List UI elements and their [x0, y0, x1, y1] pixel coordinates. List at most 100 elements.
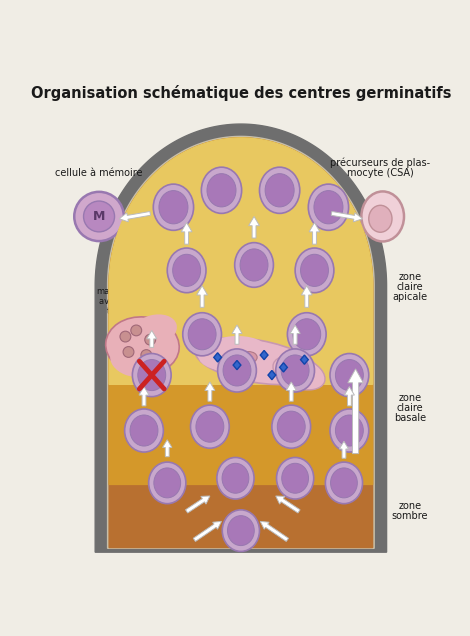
Circle shape: [145, 335, 156, 345]
Ellipse shape: [172, 254, 201, 286]
Ellipse shape: [149, 462, 186, 504]
FancyArrow shape: [197, 286, 208, 307]
Ellipse shape: [154, 468, 180, 498]
Text: dendri-: dendri-: [247, 289, 277, 298]
Polygon shape: [233, 361, 241, 370]
Polygon shape: [108, 136, 374, 548]
Ellipse shape: [201, 167, 242, 214]
Text: centrocytes: centrocytes: [207, 395, 264, 404]
Ellipse shape: [133, 354, 171, 397]
Text: CDF: CDF: [253, 270, 270, 279]
Ellipse shape: [330, 468, 357, 498]
FancyArrow shape: [186, 496, 210, 513]
Text: avec corps: avec corps: [100, 298, 145, 307]
Text: Organisation schématique des centres germinatifs: Organisation schématique des centres ger…: [31, 85, 451, 101]
FancyArrow shape: [163, 439, 172, 457]
FancyArrow shape: [260, 522, 289, 541]
Ellipse shape: [272, 405, 311, 448]
Ellipse shape: [223, 355, 251, 386]
Ellipse shape: [110, 346, 151, 377]
Text: liculaire): liculaire): [243, 307, 280, 317]
Ellipse shape: [183, 313, 221, 356]
Text: cellules B blastiques: cellules B blastiques: [195, 162, 295, 172]
Ellipse shape: [195, 338, 318, 385]
Ellipse shape: [190, 405, 229, 448]
Ellipse shape: [295, 248, 334, 293]
FancyArrow shape: [331, 212, 362, 222]
FancyArrow shape: [348, 369, 363, 453]
FancyArrow shape: [205, 382, 215, 401]
Text: zone: zone: [398, 501, 422, 511]
Ellipse shape: [130, 415, 158, 446]
Text: précurseurs de plas-: précurseurs de plas-: [330, 157, 431, 168]
Text: zone: zone: [398, 393, 422, 403]
Ellipse shape: [131, 314, 177, 347]
FancyArrow shape: [193, 522, 221, 541]
Ellipse shape: [277, 411, 305, 442]
Ellipse shape: [361, 191, 404, 242]
Circle shape: [74, 192, 124, 241]
Ellipse shape: [308, 184, 349, 230]
Text: tique fol-: tique fol-: [243, 298, 281, 307]
Ellipse shape: [227, 516, 254, 546]
Ellipse shape: [153, 184, 194, 230]
Ellipse shape: [196, 411, 224, 442]
Ellipse shape: [198, 336, 268, 371]
Circle shape: [120, 331, 131, 342]
Ellipse shape: [273, 356, 325, 390]
Ellipse shape: [188, 319, 216, 350]
Ellipse shape: [336, 415, 363, 446]
Text: claire: claire: [397, 282, 423, 291]
Text: en prolifération: en prolifération: [201, 459, 276, 469]
Ellipse shape: [167, 248, 206, 293]
Ellipse shape: [265, 174, 294, 207]
Polygon shape: [95, 124, 386, 552]
Ellipse shape: [222, 510, 259, 551]
Ellipse shape: [240, 352, 257, 363]
Polygon shape: [214, 353, 221, 362]
Circle shape: [123, 347, 134, 357]
Text: basale: basale: [394, 413, 426, 423]
Circle shape: [131, 325, 141, 336]
Ellipse shape: [240, 249, 268, 281]
Polygon shape: [280, 363, 287, 372]
Text: zone: zone: [398, 272, 422, 282]
Ellipse shape: [222, 463, 249, 494]
Ellipse shape: [314, 191, 343, 224]
FancyArrow shape: [139, 387, 149, 406]
Ellipse shape: [207, 174, 236, 207]
Polygon shape: [109, 138, 373, 548]
FancyArrow shape: [249, 216, 259, 238]
Polygon shape: [109, 138, 373, 384]
Ellipse shape: [281, 355, 309, 386]
Polygon shape: [300, 355, 308, 364]
Circle shape: [84, 201, 115, 232]
FancyArrow shape: [339, 441, 349, 459]
Text: sombre: sombre: [392, 511, 428, 521]
Text: claire: claire: [397, 403, 423, 413]
Text: tingible: tingible: [106, 307, 138, 317]
FancyArrow shape: [286, 382, 296, 401]
Ellipse shape: [106, 317, 179, 375]
Ellipse shape: [330, 354, 369, 397]
Text: secondaires: secondaires: [216, 173, 274, 183]
FancyArrow shape: [276, 496, 300, 513]
Ellipse shape: [293, 319, 321, 350]
Ellipse shape: [217, 457, 254, 499]
Polygon shape: [260, 350, 268, 360]
Text: apicale: apicale: [392, 291, 427, 301]
Text: sIg$^+$: sIg$^+$: [224, 402, 247, 417]
FancyArrow shape: [232, 325, 242, 344]
FancyArrow shape: [345, 387, 354, 406]
Polygon shape: [268, 370, 276, 380]
Ellipse shape: [300, 254, 329, 286]
Ellipse shape: [125, 409, 164, 452]
Ellipse shape: [282, 463, 308, 494]
FancyArrow shape: [147, 331, 157, 347]
Ellipse shape: [369, 205, 392, 232]
FancyArrow shape: [290, 325, 300, 344]
FancyArrow shape: [119, 212, 150, 222]
FancyArrow shape: [181, 223, 192, 244]
Ellipse shape: [276, 349, 314, 392]
Ellipse shape: [325, 462, 362, 504]
